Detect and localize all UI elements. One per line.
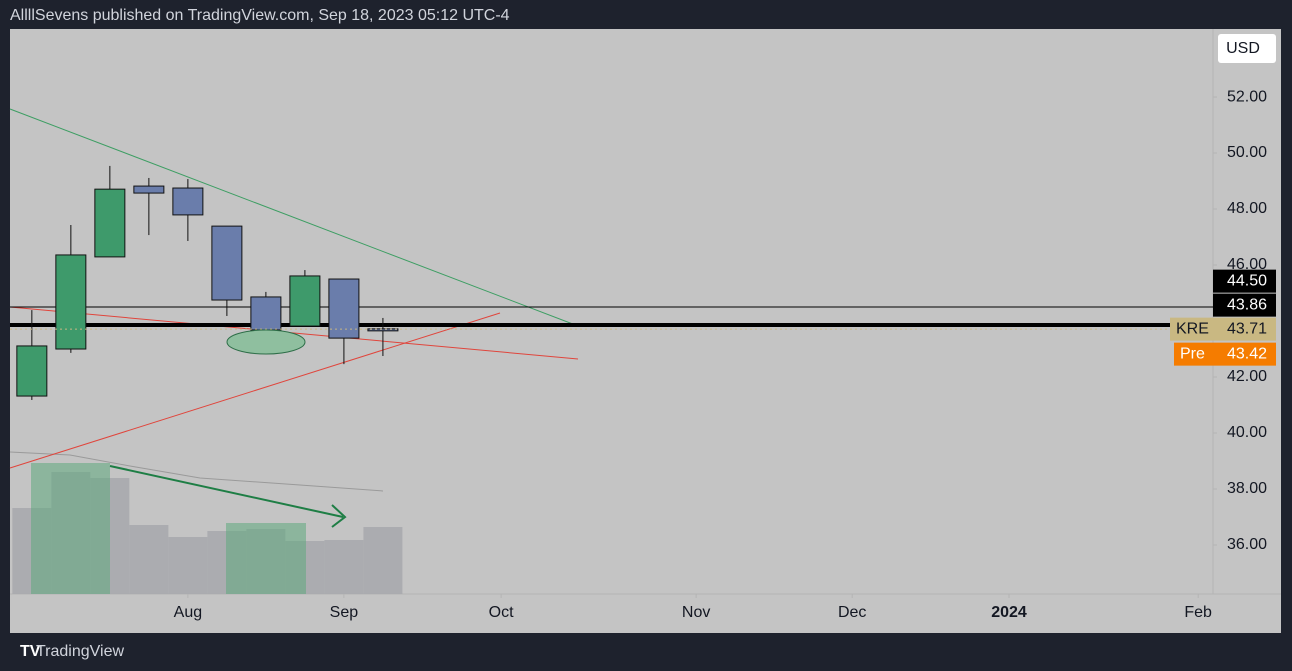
price-label: 43.86 — [1227, 296, 1267, 313]
candle-body — [250, 296, 282, 331]
candle-body — [328, 278, 360, 339]
trend-line — [9, 312, 501, 469]
currency-button[interactable] — [1218, 34, 1276, 63]
price-layer — [10, 165, 1213, 400]
candle-body — [367, 328, 399, 332]
trend-line — [9, 108, 579, 327]
highlight-box — [226, 523, 306, 594]
price-label: 43.71 — [1227, 320, 1267, 337]
price-label: 43.42 — [1227, 345, 1267, 362]
candle-body — [289, 275, 321, 327]
y-tick-label: 50.00 — [1227, 144, 1267, 161]
y-tick-label: 38.00 — [1227, 480, 1267, 497]
price-label-box — [1174, 342, 1276, 366]
y-tick-label: 40.00 — [1227, 424, 1267, 441]
x-tick-label: Feb — [1184, 604, 1212, 621]
volume-bar — [324, 540, 364, 594]
logo: TV — [20, 643, 41, 660]
price-label: 44.50 — [1227, 272, 1267, 289]
volume-bar — [363, 527, 403, 594]
y-tick-label: 52.00 — [1227, 88, 1267, 105]
price-label-name: Pre — [1180, 345, 1205, 362]
candle-body — [16, 345, 48, 397]
x-tick-label: Aug — [174, 604, 202, 621]
price-label-name: KRE — [1176, 320, 1209, 337]
arrow-head — [331, 504, 347, 528]
price-label-box — [1170, 317, 1276, 341]
header-title: AllllSevens published on TradingView.com… — [10, 7, 510, 24]
price-label-box — [1213, 293, 1276, 317]
y-tick-label: 48.00 — [1227, 200, 1267, 217]
y-tick-label: 46.00 — [1227, 256, 1267, 273]
volume-bar — [129, 525, 169, 594]
x-tick-label: Oct — [489, 604, 514, 621]
y-tick-label: 36.00 — [1227, 536, 1267, 553]
currency-label[interactable]: USD — [1226, 40, 1260, 57]
x-tick-label: Sep — [330, 604, 359, 621]
trend-line — [9, 306, 579, 360]
volume-ma — [9, 451, 384, 492]
x-tick-label: Nov — [682, 604, 710, 621]
arrow — [109, 465, 344, 518]
candle-body — [55, 254, 87, 350]
candle-body — [133, 185, 165, 194]
volume-bar — [168, 537, 208, 594]
x-tick-label: 2024 — [991, 604, 1027, 621]
candle-body — [94, 188, 126, 258]
candle-body — [172, 187, 204, 216]
candle-body — [211, 225, 243, 301]
x-tick-label: Dec — [838, 604, 866, 621]
y-tick-label: 42.00 — [1227, 368, 1267, 385]
footer-brand: TradingView — [36, 643, 124, 660]
ellipse-drawing — [226, 329, 306, 355]
price-label-box — [1213, 269, 1276, 293]
highlight-box — [31, 463, 110, 594]
